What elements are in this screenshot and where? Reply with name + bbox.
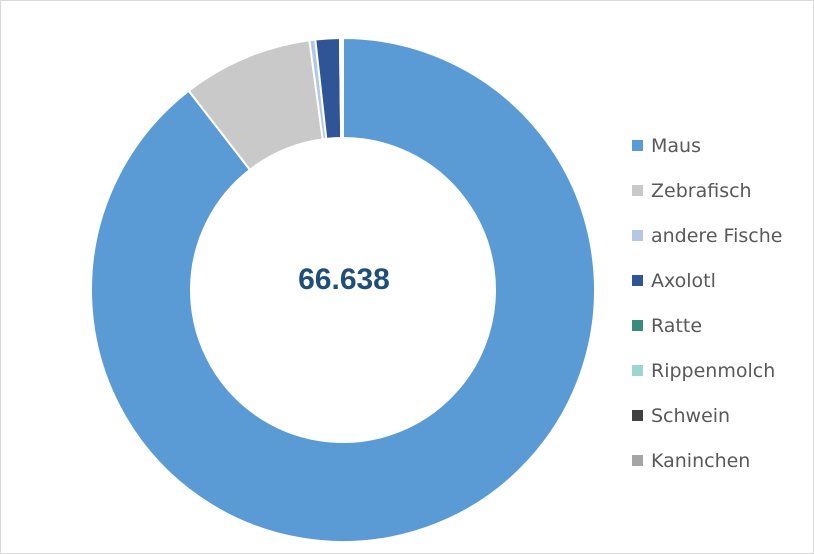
legend-item: Ratte: [632, 303, 782, 348]
legend-item: andere Fische: [632, 213, 782, 258]
legend-swatch: [632, 185, 643, 196]
legend-label: Axolotl: [651, 269, 716, 292]
legend-label: Schwein: [651, 404, 731, 427]
legend-item: Maus: [632, 123, 782, 168]
legend-swatch: [632, 455, 643, 466]
legend-swatch: [632, 230, 643, 241]
legend-label: Kaninchen: [651, 449, 751, 472]
legend-label: Maus: [651, 134, 701, 157]
legend-swatch: [632, 140, 643, 151]
legend-swatch: [632, 320, 643, 331]
donut-slice-kaninchen: [341, 36, 344, 140]
legend-label: Ratte: [651, 314, 703, 337]
legend-item: Zebrafisch: [632, 168, 782, 213]
legend-item: Axolotl: [632, 258, 782, 303]
legend-label: andere Fische: [651, 224, 783, 247]
legend-item: Kaninchen: [632, 438, 782, 483]
legend-swatch: [632, 365, 643, 376]
legend-swatch: [632, 275, 643, 286]
legend-item: Schwein: [632, 393, 782, 438]
legend-swatch: [632, 410, 643, 421]
center-total-label: 66.638: [298, 263, 390, 296]
legend-label: Rippenmolch: [651, 359, 776, 382]
legend: Maus Zebrafisch andere Fische Axolotl Ratte R…: [632, 123, 782, 483]
donut-slice-maus: [90, 36, 596, 543]
legend-label: Zebrafisch: [651, 179, 752, 202]
legend-item: Rippenmolch: [632, 348, 782, 393]
